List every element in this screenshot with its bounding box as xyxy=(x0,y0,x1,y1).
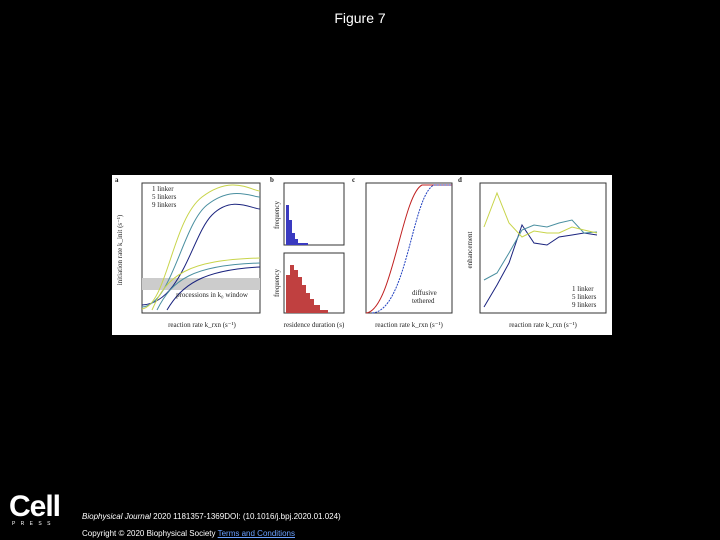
x-axis-label: reaction rate k_rxn (s⁻¹) xyxy=(509,321,577,329)
note: processions in k₀ window xyxy=(176,291,249,299)
terms-link[interactable]: Terms and Conditions xyxy=(217,529,295,538)
figure: a reaction rate k_rxn (s⁻¹) b residence dur… xyxy=(112,175,612,335)
legend-entry: 5 linkers xyxy=(572,293,597,301)
legend-entry: 1 linker xyxy=(572,285,594,293)
x-axis-label: reaction rate k_rxn (s⁻¹) xyxy=(375,321,443,329)
y-axis-label: initiation rate k_init (s⁻¹) xyxy=(116,214,124,285)
logo-sub: P R E S S xyxy=(12,521,53,527)
y-axis-label: enhancement xyxy=(466,231,474,268)
panel-b xyxy=(283,182,345,314)
copyright: Copyright © 2020 Biophysical Society Ter… xyxy=(82,529,295,538)
logo: Cell xyxy=(9,490,61,523)
panel-c xyxy=(365,182,453,314)
x-axis-label: reaction rate k_rxn (s⁻¹) xyxy=(168,321,236,329)
y-axis-label: frequency xyxy=(273,201,281,229)
y-axis-label: frequency xyxy=(273,269,281,297)
legend-entry: diffusive xyxy=(412,289,437,297)
journal: Biophysical Journal xyxy=(82,512,151,521)
legend-entry: 1 linker xyxy=(152,185,174,193)
x-axis-label: residence duration (s) xyxy=(284,321,345,329)
legend-entry: 5 linkers xyxy=(152,193,177,201)
panel-label: d xyxy=(458,176,462,184)
legend-entry: 9 linkers xyxy=(572,301,597,309)
copyright-text: Copyright © 2020 Biophysical Society xyxy=(82,529,216,538)
citation: Biophysical Journal 2020 1181357-1369DOI… xyxy=(82,512,341,521)
panel-label: c xyxy=(352,176,355,184)
panel-label: a xyxy=(115,176,119,184)
citation-text: 2020 1181357-1369DOI: (10.1016/j.bpj.202… xyxy=(150,512,341,521)
panel-label: b xyxy=(270,176,274,184)
legend-entry: 9 linkers xyxy=(152,201,177,209)
slide-title: Figure 7 xyxy=(334,10,386,26)
legend-entry: tethered xyxy=(412,297,435,305)
panel-a xyxy=(141,182,261,314)
panel-d xyxy=(479,182,607,314)
